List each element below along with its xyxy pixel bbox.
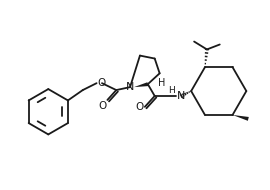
- Text: O: O: [98, 101, 106, 111]
- Text: N: N: [126, 82, 134, 92]
- Polygon shape: [232, 115, 249, 121]
- Text: N: N: [177, 91, 186, 101]
- Text: O: O: [97, 78, 106, 88]
- Text: O: O: [136, 102, 144, 112]
- Text: H: H: [168, 86, 174, 95]
- Text: H: H: [158, 78, 165, 88]
- Polygon shape: [134, 82, 148, 87]
